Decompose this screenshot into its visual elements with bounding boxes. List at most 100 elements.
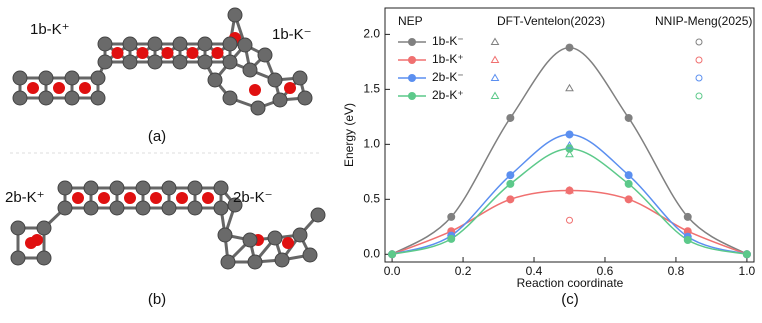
atom (197, 54, 213, 70)
y-axis-label: Energy (eV) (342, 103, 356, 167)
atom (10, 250, 26, 266)
atom-red (72, 192, 84, 204)
atom (292, 70, 308, 86)
legend-marker (490, 73, 500, 81)
legend-label: 1b-K⁺ (432, 52, 464, 66)
atom (122, 54, 138, 70)
atom (135, 180, 151, 196)
atom (257, 47, 273, 63)
atom (36, 220, 52, 236)
legend-marker (408, 56, 416, 64)
atom (197, 36, 213, 52)
atom (147, 36, 163, 52)
atom (122, 36, 138, 52)
atom (38, 90, 54, 106)
atom (57, 200, 73, 216)
plot-frame (384, 7, 755, 263)
atom (90, 70, 106, 86)
atom-red (98, 192, 110, 204)
legend-marker (490, 55, 500, 63)
atom (36, 250, 52, 266)
atom (12, 70, 28, 86)
atom (187, 180, 203, 196)
legend-marker (408, 38, 416, 46)
reference-point (566, 44, 573, 52)
atom (267, 72, 283, 88)
atom (220, 254, 236, 270)
caption: (a) (148, 128, 166, 145)
point (447, 212, 456, 221)
x-tick-label: 0.8 (668, 264, 685, 278)
atom (83, 200, 99, 216)
point (624, 179, 633, 188)
atom (38, 70, 54, 86)
point (506, 171, 515, 180)
structures (10, 7, 326, 270)
point (565, 144, 574, 153)
atom-red (249, 84, 261, 96)
reference-point (565, 186, 574, 194)
atom-red (150, 192, 162, 204)
x-tick-label: 1.0 (739, 264, 756, 278)
atom-red (79, 82, 91, 94)
atom (227, 197, 243, 213)
x-tick-label: 0.2 (455, 264, 472, 278)
y-tick-label: 1.0 (363, 137, 380, 151)
atom-red (31, 234, 43, 246)
legend-title: NEP (398, 14, 423, 28)
atom (64, 90, 80, 106)
atom-red (111, 47, 124, 59)
point (506, 113, 515, 122)
legend-marker (695, 38, 703, 46)
caption: (c) (561, 291, 579, 308)
y-tick-label: 0.0 (363, 246, 380, 260)
point (388, 250, 397, 259)
atom (10, 220, 26, 236)
atom (57, 180, 73, 196)
atom (90, 90, 106, 106)
y-tick-label: 1.5 (363, 82, 380, 96)
y-tick-label: 2.0 (363, 27, 380, 41)
point (683, 212, 692, 221)
atom (250, 100, 266, 116)
atom (237, 37, 253, 53)
atom (213, 180, 229, 196)
point (624, 171, 633, 180)
legend-marker (490, 91, 500, 99)
atom (213, 200, 229, 216)
atom-red (202, 192, 214, 204)
atom (64, 70, 80, 86)
atom-red (53, 82, 65, 94)
point (742, 250, 751, 259)
atom (97, 36, 113, 52)
atom (222, 36, 238, 52)
atom (109, 200, 125, 216)
atom-red (176, 192, 188, 204)
reference-point (565, 149, 574, 158)
atom (272, 92, 288, 108)
caption: (b) (148, 291, 166, 308)
structure-label: 2b-K⁻ (233, 189, 273, 206)
legend-title: DFT-Ventelon(2023) (497, 14, 605, 28)
structure-label: 1b-K⁺ (30, 21, 70, 38)
legend-marker (695, 92, 703, 100)
point (506, 195, 515, 204)
atom (161, 200, 177, 216)
atom (172, 54, 188, 70)
reference-point (566, 144, 573, 152)
legend-label: 2b-K⁻ (432, 70, 464, 84)
reference-point (566, 216, 573, 224)
atom-red (27, 82, 39, 94)
atom-red (282, 237, 294, 249)
legend-marker (490, 37, 500, 45)
legend-marker (695, 74, 703, 82)
atom (217, 227, 233, 243)
atom (161, 180, 177, 196)
atom (227, 7, 243, 23)
x-tick-label: 0.6 (597, 264, 614, 278)
atom (222, 90, 238, 106)
atom (135, 200, 151, 216)
atom-red (136, 47, 149, 59)
